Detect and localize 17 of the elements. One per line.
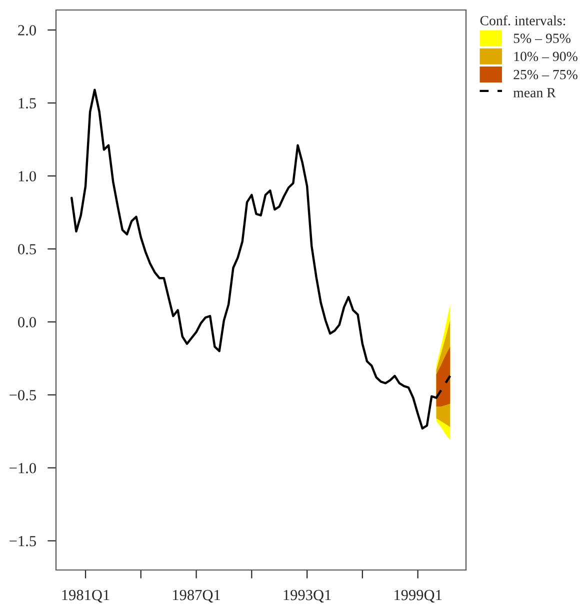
- legend-label: 10% – 90%: [514, 52, 578, 62]
- x-tick-label: 1987Q1: [173, 590, 220, 603]
- y-tick-label: 1.0: [18, 171, 36, 182]
- legend-label: 25% – 75%: [514, 70, 578, 80]
- y-tick-label: −0.5: [10, 390, 36, 400]
- legend-label: 5% – 95%: [514, 34, 570, 44]
- y-tick-label: 2.0: [18, 25, 36, 36]
- y-tick-label: −1.0: [10, 462, 36, 474]
- x-tick-label: 1999Q1: [394, 590, 442, 603]
- legend-label: mean R: [513, 88, 556, 98]
- y-tick-label: 1.5: [18, 98, 36, 108]
- y-tick-label: 0.0: [18, 317, 36, 328]
- x-tick-label: 1993Q1: [284, 590, 331, 603]
- y-tick-label: 0.5: [18, 244, 36, 254]
- y-tick-label: −1.5: [10, 536, 36, 546]
- x-tick-label: 1981Q1: [62, 590, 110, 603]
- legend-title: Conf. intervals:: [480, 15, 566, 26]
